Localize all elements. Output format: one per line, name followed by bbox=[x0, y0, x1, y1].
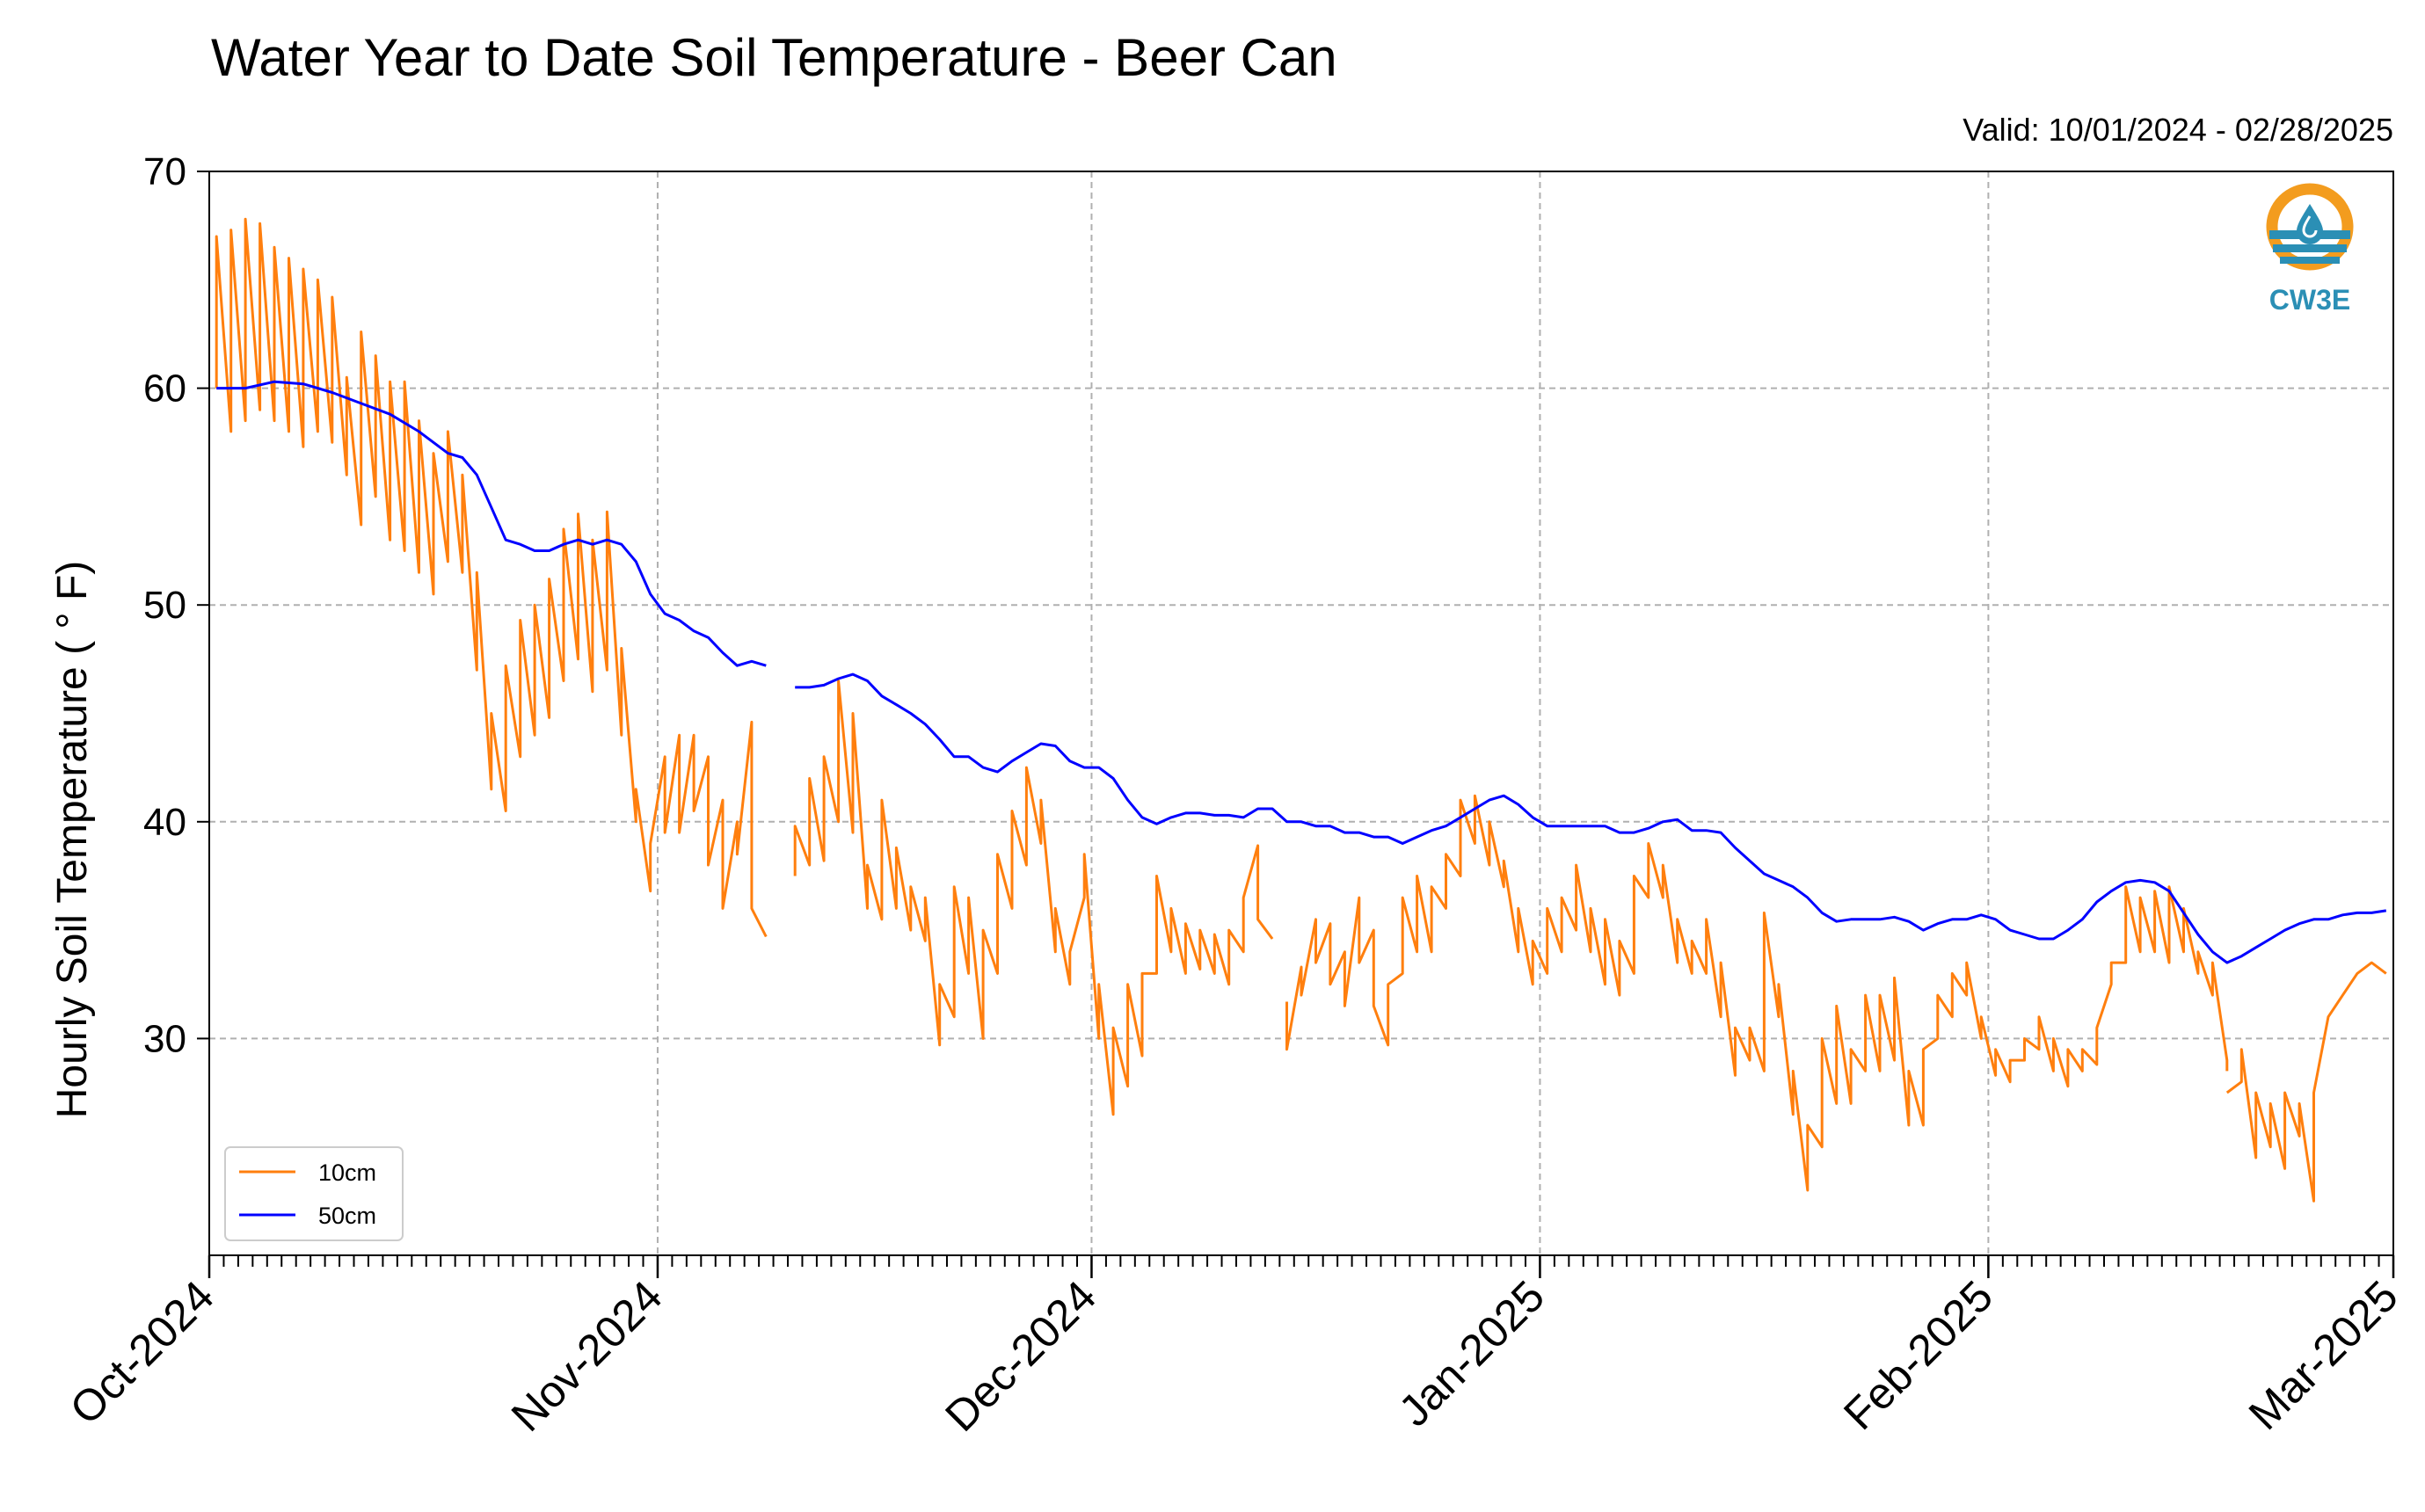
y-tick-label: 30 bbox=[143, 1017, 186, 1060]
series-line-10cm bbox=[215, 217, 2387, 1203]
y-tick-label: 50 bbox=[143, 584, 186, 627]
x-tick-label: Nov-2024 bbox=[502, 1271, 672, 1441]
plot-frame bbox=[208, 171, 2394, 1256]
y-tick-label: 70 bbox=[143, 150, 186, 193]
legend: 10cm 50cm bbox=[224, 1146, 404, 1241]
series-line-50cm bbox=[216, 380, 2387, 964]
x-tick-label: Jan-2025 bbox=[1389, 1271, 1554, 1436]
x-tick-label: Feb-2025 bbox=[1834, 1271, 2002, 1439]
y-tick-label: 40 bbox=[143, 801, 186, 844]
cw3e-logo: CW3E bbox=[2266, 183, 2354, 316]
y-tick-label: 60 bbox=[143, 367, 186, 411]
x-tick-label: Mar-2025 bbox=[2239, 1271, 2407, 1439]
x-tick-label: Dec-2024 bbox=[936, 1271, 1105, 1441]
y-axis-label: Hourly Soil Temperature ( ° F) bbox=[49, 561, 96, 1119]
grid-lines bbox=[208, 171, 2394, 1255]
series-lines bbox=[215, 217, 2387, 1203]
chart-subtitle: Valid: 10/01/2024 - 02/28/2025 bbox=[1963, 112, 2393, 148]
legend-label-10cm: 10cm bbox=[318, 1159, 376, 1186]
logo-text: CW3E bbox=[2269, 284, 2350, 316]
legend-label-50cm: 50cm bbox=[318, 1203, 376, 1229]
chart-title: Water Year to Date Soil Temperature - Be… bbox=[211, 28, 1337, 87]
x-axis-ticks: Oct-2024 Nov-2024 Dec-2024 Jan-2025 Feb-2025… bbox=[61, 1255, 2407, 1441]
water-drop-logo-icon bbox=[2266, 183, 2354, 271]
y-axis-ticks: 30 40 50 60 70 bbox=[143, 150, 209, 1060]
x-tick-label: Oct-2024 bbox=[61, 1271, 223, 1434]
